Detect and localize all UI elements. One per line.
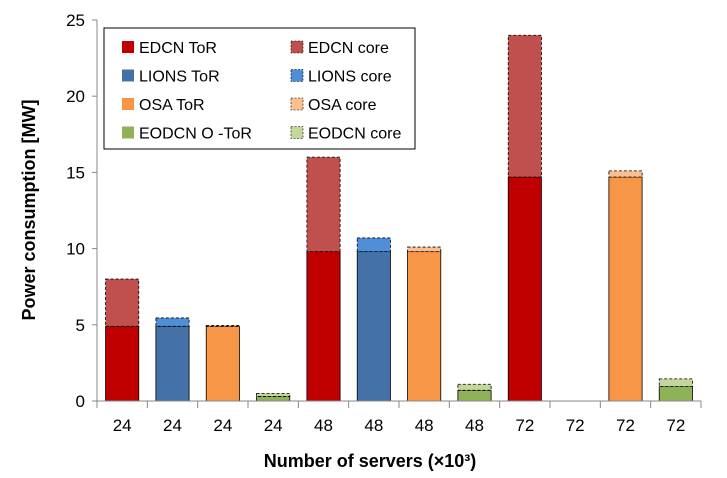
bar-9-core-segment: [507, 34, 542, 178]
bar-8-tor-segment: [457, 389, 492, 402]
bar-2-core-segment: [155, 317, 190, 327]
y-tick-label: 5: [76, 316, 85, 335]
y-tick-label: 10: [66, 240, 85, 259]
legend-swatch: [122, 98, 134, 110]
legend-swatch: [290, 97, 304, 111]
y-tick-label: 20: [66, 87, 85, 106]
bar-6-tor-segment: [356, 251, 391, 402]
x-tick-label: 48: [415, 416, 434, 435]
x-tick-label: 72: [616, 416, 635, 435]
legend-swatch: [122, 126, 134, 139]
legend-label: LIONS ToR: [139, 69, 220, 86]
bars-layer: [105, 34, 693, 402]
bar-3-tor-segment: [205, 325, 240, 402]
x-tick-label: 24: [163, 416, 182, 435]
legend-label: EDCN ToR: [139, 40, 217, 57]
legend-label: LIONS core: [308, 69, 392, 86]
legend: EDCN ToR EDCN core LIONS ToR LIONS core OSA …: [103, 27, 416, 150]
bar-11-tor-segment: [608, 176, 643, 402]
legend-box: [103, 27, 416, 150]
bar-4-tor-segment: [256, 396, 291, 402]
y-ticks: 0 5 10 15 20 25: [66, 11, 97, 411]
x-ticks: 24 24 24 24 48 48 48 48 72 72 72 72: [96, 401, 702, 435]
y-tick-label: 25: [66, 11, 85, 30]
legend-label: OSA ToR: [139, 97, 205, 114]
y-tick-label: 0: [76, 392, 85, 411]
legend-swatch: [290, 40, 304, 54]
bar-11-core-segment: [608, 170, 643, 178]
legend-label: EODCN core: [308, 126, 401, 143]
bar-8-core-segment: [457, 383, 492, 391]
x-tick-label: 72: [566, 416, 585, 435]
bar-4-core-segment: [256, 392, 291, 397]
legend-swatch: [122, 69, 134, 82]
y-axis-title: Power consumption [MW]: [19, 100, 39, 321]
x-tick-label: 24: [264, 416, 283, 435]
legend-swatch: [290, 69, 304, 82]
legend-label: OSA core: [308, 97, 377, 114]
bar-2-tor-segment: [155, 325, 190, 402]
bar-12-core-segment: [658, 378, 693, 387]
bar-1-core-segment: [105, 278, 140, 327]
legend-swatch: [290, 126, 304, 139]
bar-7-core-segment: [407, 246, 442, 253]
bar-7-tor-segment: [407, 251, 442, 402]
y-tick-label: 15: [66, 163, 85, 182]
x-tick-label: 48: [465, 416, 484, 435]
x-axis-title: Number of servers (×10³): [264, 451, 477, 471]
bar-5-core-segment: [306, 156, 341, 253]
x-tick-label: 48: [364, 416, 383, 435]
x-tick-label: 72: [515, 416, 534, 435]
x-tick-label: 48: [314, 416, 333, 435]
bar-3-core-segment: [205, 325, 240, 327]
legend-label: EDCN core: [308, 40, 389, 57]
legend-label: EODCN O -ToR: [139, 126, 252, 143]
bar-12-tor-segment: [658, 386, 693, 402]
legend-swatch: [122, 41, 134, 53]
bar-1-tor-segment: [105, 325, 140, 402]
bar-5-tor-segment: [306, 251, 341, 402]
x-tick-label: 72: [666, 416, 685, 435]
x-tick-label: 24: [113, 416, 132, 435]
x-tick-label: 24: [213, 416, 232, 435]
bar-6-core-segment: [356, 237, 391, 253]
bar-9-tor-segment: [507, 176, 542, 402]
